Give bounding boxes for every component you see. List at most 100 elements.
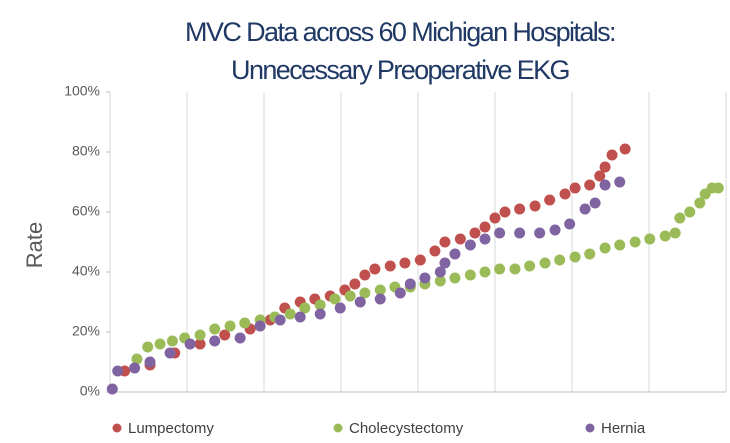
point xyxy=(434,266,446,278)
point xyxy=(494,227,506,239)
point xyxy=(464,269,476,281)
point xyxy=(131,353,143,365)
point xyxy=(129,362,141,374)
point xyxy=(589,197,601,209)
point xyxy=(359,269,371,281)
chart-title: MVC Data across 60 Michigan Hospitals: xyxy=(185,17,615,47)
point xyxy=(509,263,521,275)
point xyxy=(644,233,656,245)
point xyxy=(479,233,491,245)
point xyxy=(369,263,381,275)
point xyxy=(464,239,476,251)
point xyxy=(439,257,451,269)
point xyxy=(254,320,266,332)
y-tick-label: 60% xyxy=(72,203,100,219)
point xyxy=(539,257,551,269)
point xyxy=(659,230,671,242)
point xyxy=(684,206,696,218)
point xyxy=(209,335,221,347)
point xyxy=(712,182,724,194)
point xyxy=(524,260,536,272)
point xyxy=(584,179,596,191)
point xyxy=(629,236,641,248)
point xyxy=(494,263,506,275)
point xyxy=(374,293,386,305)
point xyxy=(209,323,221,335)
legend-label: Lumpectomy xyxy=(128,420,214,437)
point xyxy=(344,290,356,302)
point xyxy=(549,224,561,236)
point xyxy=(154,338,166,350)
point xyxy=(529,200,541,212)
point xyxy=(599,242,611,254)
y-tick-label: 40% xyxy=(72,263,100,279)
point xyxy=(619,143,631,155)
point xyxy=(599,161,611,173)
y-tick-label: 0% xyxy=(80,383,100,399)
point xyxy=(594,170,606,182)
y-axis-label: Rate xyxy=(22,222,47,268)
point xyxy=(614,176,626,188)
y-tick-label: 100% xyxy=(64,83,100,99)
point xyxy=(239,317,251,329)
point xyxy=(194,329,206,341)
point xyxy=(499,206,511,218)
point xyxy=(284,308,296,320)
point xyxy=(359,287,371,299)
point xyxy=(419,272,431,284)
point xyxy=(314,299,326,311)
point xyxy=(142,341,154,353)
y-tick-label: 20% xyxy=(72,323,100,339)
point xyxy=(514,203,526,215)
point xyxy=(274,314,286,326)
point xyxy=(694,197,706,209)
point xyxy=(469,227,481,239)
point xyxy=(384,260,396,272)
legend-label: Hernia xyxy=(601,420,646,437)
point xyxy=(434,275,446,287)
chart-title: Unnecessary Preoperative EKG xyxy=(231,55,569,85)
point xyxy=(544,194,556,206)
point xyxy=(394,287,406,299)
point xyxy=(559,188,571,200)
point xyxy=(414,254,426,266)
point xyxy=(106,383,118,395)
point xyxy=(569,182,581,194)
point xyxy=(329,293,341,305)
point xyxy=(219,329,231,341)
legend-marker xyxy=(112,423,122,433)
point xyxy=(112,365,124,377)
point xyxy=(334,302,346,314)
point xyxy=(606,149,618,161)
legend-label: Cholecystectomy xyxy=(349,420,464,437)
point xyxy=(349,278,361,290)
point xyxy=(224,320,236,332)
point xyxy=(184,338,196,350)
point xyxy=(449,248,461,260)
point xyxy=(599,179,611,191)
point xyxy=(479,221,491,233)
point xyxy=(534,227,546,239)
point xyxy=(194,338,206,350)
point xyxy=(299,302,311,314)
point xyxy=(429,245,441,257)
point xyxy=(489,212,501,224)
point xyxy=(479,266,491,278)
point xyxy=(674,212,686,224)
legend-marker xyxy=(585,423,595,433)
point xyxy=(234,332,246,344)
point xyxy=(404,278,416,290)
point xyxy=(294,311,306,323)
point xyxy=(449,272,461,284)
point xyxy=(314,308,326,320)
point xyxy=(439,236,451,248)
point xyxy=(354,296,366,308)
point xyxy=(669,227,681,239)
point xyxy=(144,356,156,368)
point xyxy=(554,254,566,266)
point xyxy=(514,227,526,239)
point xyxy=(166,335,178,347)
point xyxy=(579,203,591,215)
legend-marker xyxy=(333,423,343,433)
